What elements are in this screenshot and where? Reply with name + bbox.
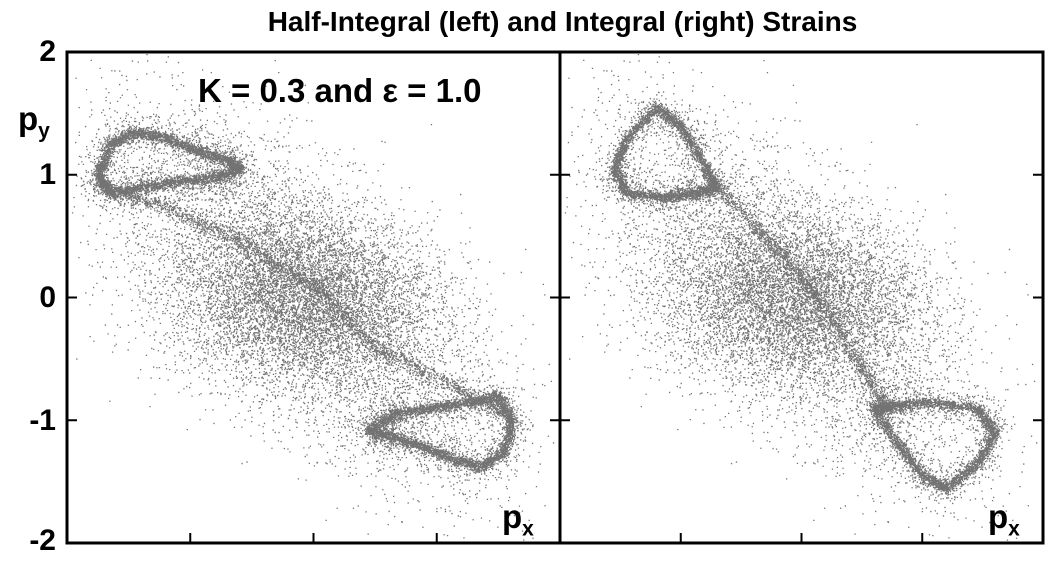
scatter-points-left xyxy=(71,54,555,541)
x-axis-label-right-panel: px xyxy=(988,498,1020,541)
chart-title: Half-Integral (left) and Integral (right… xyxy=(267,6,858,37)
scatter-points-right xyxy=(564,54,1038,541)
y-tick-label: 0 xyxy=(39,281,56,314)
y-tick-label: -1 xyxy=(29,404,56,437)
y-tick-label: 2 xyxy=(39,35,56,68)
x-axis-label-left-panel: px xyxy=(502,498,534,541)
y-axis-label: py xyxy=(18,100,50,143)
y-tick-label: 1 xyxy=(39,158,56,191)
parameter-annotation: K = 0.3 and ε = 1.0 xyxy=(198,72,482,109)
y-tick-label: -2 xyxy=(29,524,56,557)
